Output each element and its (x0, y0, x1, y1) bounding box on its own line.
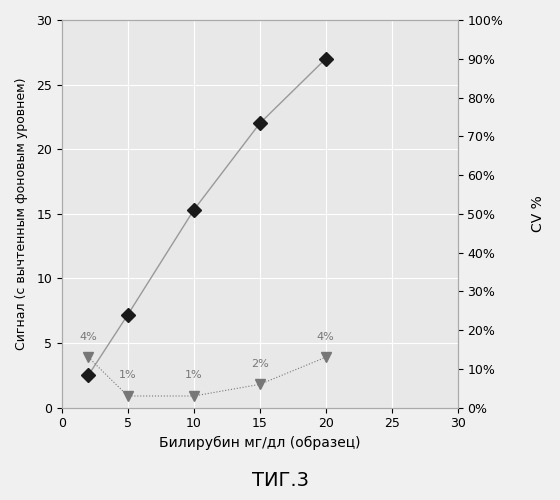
Text: 2%: 2% (251, 359, 269, 369)
Text: 1%: 1% (119, 370, 137, 380)
Y-axis label: CV %: CV % (531, 196, 545, 232)
X-axis label: Билирубин мг/дл (образец): Билирубин мг/дл (образец) (159, 436, 361, 450)
Text: 4%: 4% (80, 332, 97, 342)
Y-axis label: Сигнал (с вычтенным фоновым уровнем): Сигнал (с вычтенным фоновым уровнем) (15, 78, 28, 350)
Text: ΤИГ.3: ΤИГ.3 (251, 471, 309, 490)
Text: 1%: 1% (185, 370, 203, 380)
Text: 4%: 4% (317, 332, 335, 342)
